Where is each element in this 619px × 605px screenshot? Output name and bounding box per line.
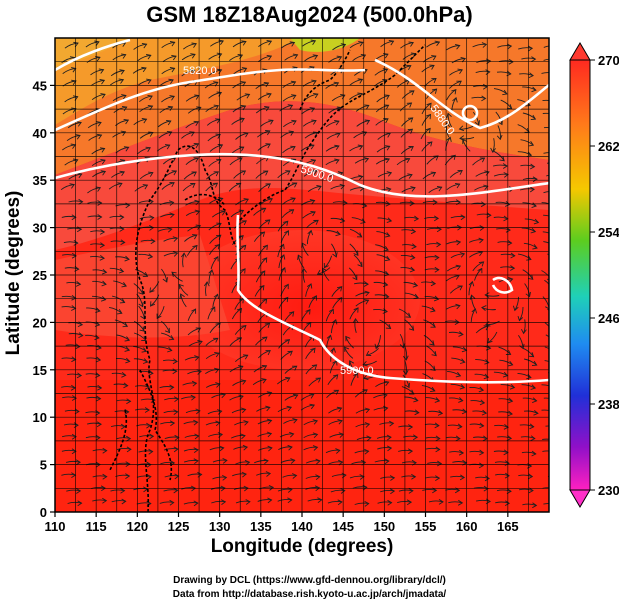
y-tick-label: 30 xyxy=(33,221,47,236)
colorbar-tick-label: 230 xyxy=(598,483,619,498)
contour-label: 5820.0 xyxy=(183,65,217,77)
x-tick-label: 110 xyxy=(45,519,66,534)
x-tick-label: 115 xyxy=(86,519,107,534)
x-tick-label: 165 xyxy=(497,519,519,534)
colorbar-tick-label: 238 xyxy=(598,397,619,412)
y-tick-label: 20 xyxy=(33,315,47,330)
colorbar-bottom-triangle xyxy=(569,489,591,508)
height-contours xyxy=(55,38,549,384)
colorbar-scale xyxy=(569,59,591,491)
colorbar-tick-label: 270 xyxy=(598,53,619,68)
contour-label: 5900.0 xyxy=(340,365,374,377)
streamlines xyxy=(60,39,549,509)
x-tick-label: 130 xyxy=(209,519,231,534)
y-tick-label: 5 xyxy=(40,458,47,473)
x-tick-label: 120 xyxy=(126,519,148,534)
y-tick-label: 10 xyxy=(33,410,47,425)
y-tick-label: 45 xyxy=(33,78,47,93)
colorbar-tick-label: 262 xyxy=(598,139,619,154)
y-tick-label: 15 xyxy=(33,363,47,378)
x-tick-label: 140 xyxy=(291,519,313,534)
y-tick-label: 25 xyxy=(33,268,47,283)
colorbar: 270 262 254 246 238 230 xyxy=(569,42,619,508)
credit-drawing: Drawing by DCL (https://www.gfd-dennou.o… xyxy=(173,575,446,586)
x-tick-label: 160 xyxy=(456,519,478,534)
x-axis-label: Longitude (degrees) xyxy=(210,536,394,557)
axis-ticks: 110 115 120 125 130 135 140 145 150 155 160 165 0 5 10… xyxy=(33,78,519,534)
map-title: GSM 18Z18Aug2024 (500.0hPa) xyxy=(146,2,473,27)
y-tick-label: 35 xyxy=(33,173,47,188)
x-tick-label: 155 xyxy=(415,519,437,534)
credit-data: Data from http://database.rish.kyoto-u.a… xyxy=(172,589,447,600)
y-tick-label: 40 xyxy=(33,126,47,141)
y-tick-label: 0 xyxy=(40,505,47,520)
x-tick-label: 150 xyxy=(373,519,395,534)
colorbar-tick-label: 246 xyxy=(598,311,619,326)
x-tick-label: 125 xyxy=(168,519,190,534)
x-tick-label: 145 xyxy=(332,519,354,534)
colorbar-top-triangle xyxy=(569,42,591,61)
colorbar-tick-label: 254 xyxy=(598,225,619,240)
x-tick-label: 135 xyxy=(250,519,272,534)
